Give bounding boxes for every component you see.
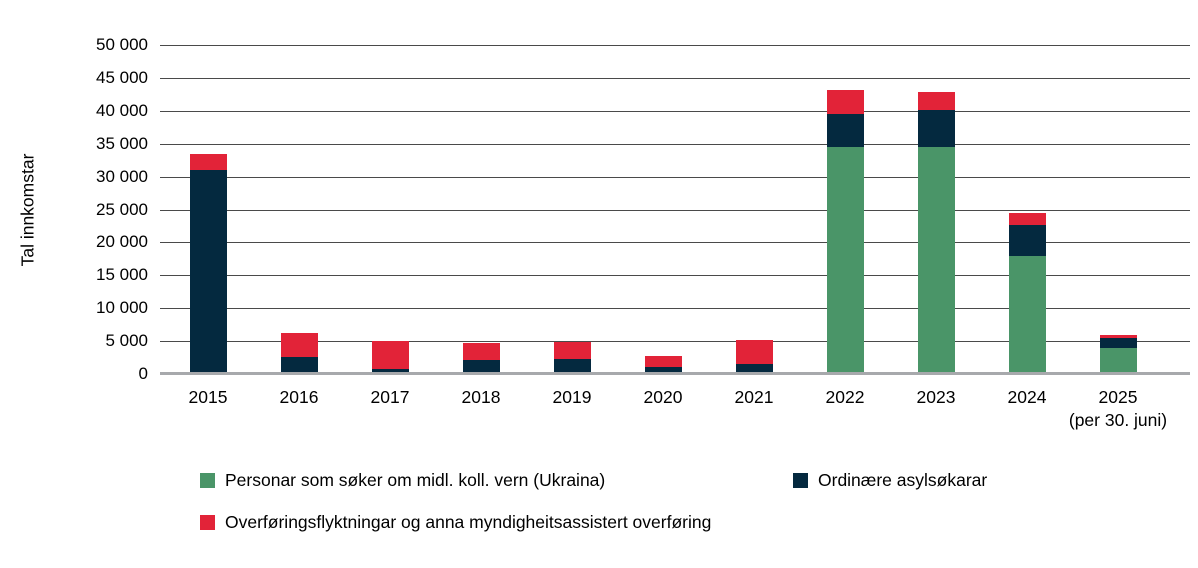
bar-2025	[1099, 334, 1137, 374]
bar-2017-ordinaere-asylsokarar	[371, 369, 409, 374]
bar-2016-ordinaere-asylsokarar	[280, 356, 318, 374]
bar-2024-midl-koll-vern-ukraina	[1008, 255, 1046, 374]
legend-item-ordinaere-asylsokarar: Ordinære asylsøkarar	[793, 470, 987, 490]
y-tick-label: 35 000	[96, 134, 148, 153]
x-axis-line	[160, 372, 1190, 375]
bar-2024	[1008, 212, 1046, 374]
x-tick-label-2016: 2016	[279, 387, 319, 407]
bar-2015-ordinaere-asylsokarar	[189, 170, 227, 374]
y-tick-label: 40 000	[96, 101, 148, 120]
bar-2023-midl-koll-vern-ukraina	[917, 147, 955, 374]
y-tick-label: 50 000	[96, 35, 148, 54]
bar-2019	[553, 342, 591, 374]
bar-2021-overforingsflyktningar	[735, 340, 773, 365]
gridline	[160, 341, 1190, 342]
bar-2023-ordinaere-asylsokarar	[917, 110, 955, 147]
gridline	[160, 144, 1190, 145]
gridline	[160, 177, 1190, 178]
x-tick-label-2024: 2024	[1007, 387, 1047, 407]
gridline	[160, 210, 1190, 211]
y-tick-label: 0	[138, 364, 148, 383]
bar-2021-ordinaere-asylsokarar	[735, 364, 773, 374]
x-tick-label-2025: 2025 (per 30. juni)	[1048, 386, 1188, 432]
bar-2017-overforingsflyktningar	[371, 341, 409, 370]
legend-label: Personar som søker om midl. koll. vern (…	[225, 470, 606, 490]
bar-2016	[280, 332, 318, 374]
bar-2015-overforingsflyktningar	[189, 153, 227, 171]
gridline	[160, 45, 1190, 46]
y-tick-label: 10 000	[96, 298, 148, 317]
bar-2024-overforingsflyktningar	[1008, 212, 1046, 225]
x-tick-sublabel: (per 30. juni)	[1068, 410, 1168, 430]
x-tick-label-2023: 2023	[916, 387, 956, 407]
y-tick-label: 25 000	[96, 200, 148, 219]
y-tick-label: 5 000	[105, 331, 148, 350]
gridline	[160, 78, 1190, 79]
legend-item-midl-koll-vern-ukraina: Personar som søker om midl. koll. vern (…	[200, 470, 605, 490]
bar-2016-overforingsflyktningar	[280, 332, 318, 357]
legend-item-overforingsflyktningar: Overføringsflyktningar og anna myndighei…	[200, 512, 711, 532]
legend-swatch-overforingsflyktningar	[200, 514, 215, 530]
x-tick-label-2018: 2018	[461, 387, 501, 407]
legend-swatch-midl-koll-vern-ukraina	[200, 472, 215, 488]
bar-2017	[371, 341, 409, 374]
bar-2022-midl-koll-vern-ukraina	[826, 147, 864, 374]
gridline	[160, 242, 1190, 243]
legend-label: Ordinære asylsøkarar	[818, 470, 988, 490]
bar-2015	[189, 153, 227, 374]
bar-2021	[735, 340, 773, 374]
y-tick-label: 30 000	[96, 167, 148, 186]
x-tick-label-2015: 2015	[188, 387, 228, 407]
bar-2025-ordinaere-asylsokarar	[1099, 337, 1137, 349]
bar-2024-ordinaere-asylsokarar	[1008, 224, 1046, 256]
bar-2020	[644, 355, 682, 374]
bar-2022	[826, 89, 864, 374]
gridline	[160, 111, 1190, 112]
x-tick-label-2020: 2020	[643, 387, 683, 407]
x-tick-label-2021: 2021	[734, 387, 774, 407]
bar-2022-ordinaere-asylsokarar	[826, 114, 864, 147]
bar-2020-ordinaere-asylsokarar	[644, 366, 682, 374]
bar-2019-overforingsflyktningar	[553, 342, 591, 359]
x-tick-label-2022: 2022	[825, 387, 865, 407]
legend-swatch-ordinaere-asylsokarar	[793, 472, 808, 488]
bar-2023	[917, 92, 955, 374]
legend-label: Overføringsflyktningar og anna myndighei…	[225, 512, 712, 532]
bar-2023-overforingsflyktningar	[917, 92, 955, 111]
x-tick-label-2017: 2017	[370, 387, 410, 407]
plot-area	[160, 45, 1190, 375]
bar-2019-ordinaere-asylsokarar	[553, 358, 591, 374]
y-tick-label: 20 000	[96, 232, 148, 251]
bar-2020-overforingsflyktningar	[644, 355, 682, 367]
gridline	[160, 308, 1190, 309]
bar-2018-ordinaere-asylsokarar	[462, 359, 500, 374]
bar-2022-overforingsflyktningar	[826, 89, 864, 115]
bar-2025-overforingsflyktningar	[1099, 334, 1137, 338]
bar-2018	[462, 343, 500, 374]
bar-2025-midl-koll-vern-ukraina	[1099, 348, 1137, 374]
bar-2018-overforingsflyktningar	[462, 343, 500, 360]
y-tick-label: 45 000	[96, 68, 148, 87]
gridline	[160, 275, 1190, 276]
y-tick-label: 15 000	[96, 265, 148, 284]
x-tick-label-2019: 2019	[552, 387, 592, 407]
